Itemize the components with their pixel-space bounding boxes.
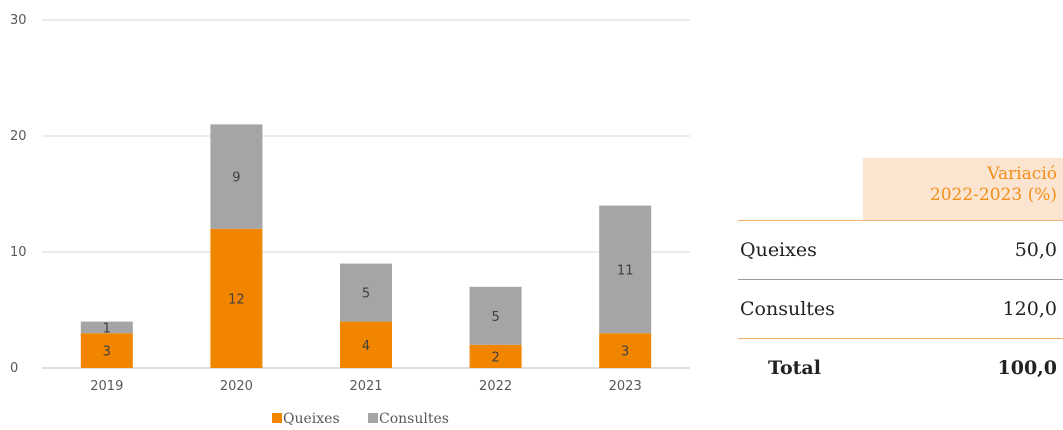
data-label: 9 bbox=[232, 171, 240, 186]
row-value: 50,0 bbox=[1014, 239, 1057, 261]
bar-queixes-2023 bbox=[599, 333, 652, 368]
data-label: 4 bbox=[362, 339, 370, 354]
variation-header-line2: 2022-2023 (%) bbox=[929, 185, 1057, 205]
table-row-total: Total 100,0 bbox=[738, 338, 1063, 397]
data-label: 5 bbox=[491, 310, 499, 325]
bar-consultes-2022 bbox=[469, 286, 522, 345]
data-label: 5 bbox=[362, 287, 370, 302]
data-label: 11 bbox=[617, 263, 634, 278]
header-divider bbox=[738, 220, 1063, 221]
table-row-queixes: Queixes 50,0 bbox=[738, 221, 1063, 279]
data-label: 2 bbox=[491, 350, 499, 365]
legend-label-queixes: Queixes bbox=[283, 411, 340, 427]
row-value: 120,0 bbox=[1002, 298, 1057, 320]
bar-consultes-2019 bbox=[80, 321, 133, 334]
bar-consultes-2021 bbox=[340, 263, 392, 322]
variation-header: Variació 2022-2023 (%) bbox=[863, 158, 1063, 220]
bar-consultes-2023 bbox=[599, 205, 652, 334]
data-label: 3 bbox=[621, 345, 629, 360]
x-tick-label: 2020 bbox=[220, 379, 253, 394]
bar-queixes-2022 bbox=[469, 344, 522, 368]
bar-consultes-2020 bbox=[210, 124, 263, 229]
row-label: Consultes bbox=[740, 298, 835, 320]
x-tick-label: 2023 bbox=[609, 379, 642, 394]
row-label: Queixes bbox=[740, 239, 817, 261]
x-tick-label: 2022 bbox=[479, 379, 512, 394]
y-tick-label: 0 bbox=[10, 361, 18, 376]
total-value: 100,0 bbox=[997, 357, 1058, 379]
bar-queixes-2021 bbox=[340, 321, 392, 368]
data-label: 3 bbox=[103, 345, 111, 360]
legend-swatch-queixes bbox=[272, 413, 282, 423]
variation-table: Variació 2022-2023 (%) Queixes 50,0 Cons… bbox=[738, 158, 1063, 397]
legend-label-consultes: Consultes bbox=[379, 411, 449, 427]
legend-swatch-consultes bbox=[368, 413, 378, 423]
table-row-consultes: Consultes 120,0 bbox=[738, 279, 1063, 338]
stacked-bar-chart: 0 10 20 30 3 1 12 9 4 5 2 5 3 11 2019 2020 2021 2022 202… bbox=[10, 13, 690, 427]
y-tick-label: 10 bbox=[10, 245, 27, 260]
total-label: Total bbox=[768, 357, 821, 379]
data-label: 12 bbox=[228, 292, 245, 307]
data-label: 1 bbox=[103, 321, 111, 336]
y-tick-label: 20 bbox=[10, 129, 27, 144]
bar-queixes-2020 bbox=[210, 228, 263, 368]
x-tick-label: 2019 bbox=[90, 379, 123, 394]
y-tick-label: 30 bbox=[10, 13, 27, 28]
x-tick-label: 2021 bbox=[349, 379, 382, 394]
variation-header-line1: Variació bbox=[987, 164, 1057, 184]
bar-queixes-2019 bbox=[80, 333, 133, 368]
